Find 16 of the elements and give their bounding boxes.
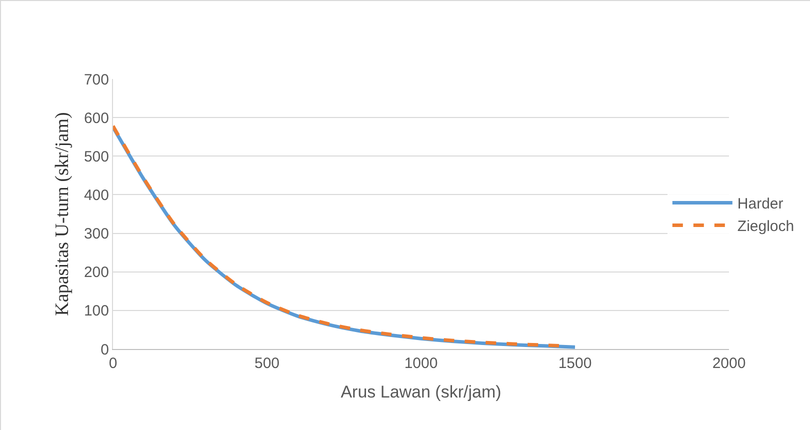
x-tick-label: 1500 [558,355,592,372]
y-tick-label: 600 [84,110,109,127]
legend-label: Harder [737,196,784,213]
x-tick-label: 500 [254,355,280,372]
y-tick-label: 400 [84,186,109,204]
x-tick-label: 2000 [712,355,746,372]
y-tick-label: 500 [84,148,109,166]
y-tick-label: 0 [100,341,109,358]
y-tick-label: 700 [84,71,109,88]
x-axis-title: Arus Lawan (skr/jam) [340,382,502,402]
y-tick-label: 100 [84,302,109,320]
legend-label: Ziegloch [737,218,794,236]
x-tick-label: 1000 [404,355,438,372]
y-axis-title: Kapasitas U-turn (skr/jam) [52,112,73,316]
y-tick-label: 300 [84,226,109,243]
y-tick-label: 200 [84,264,109,282]
